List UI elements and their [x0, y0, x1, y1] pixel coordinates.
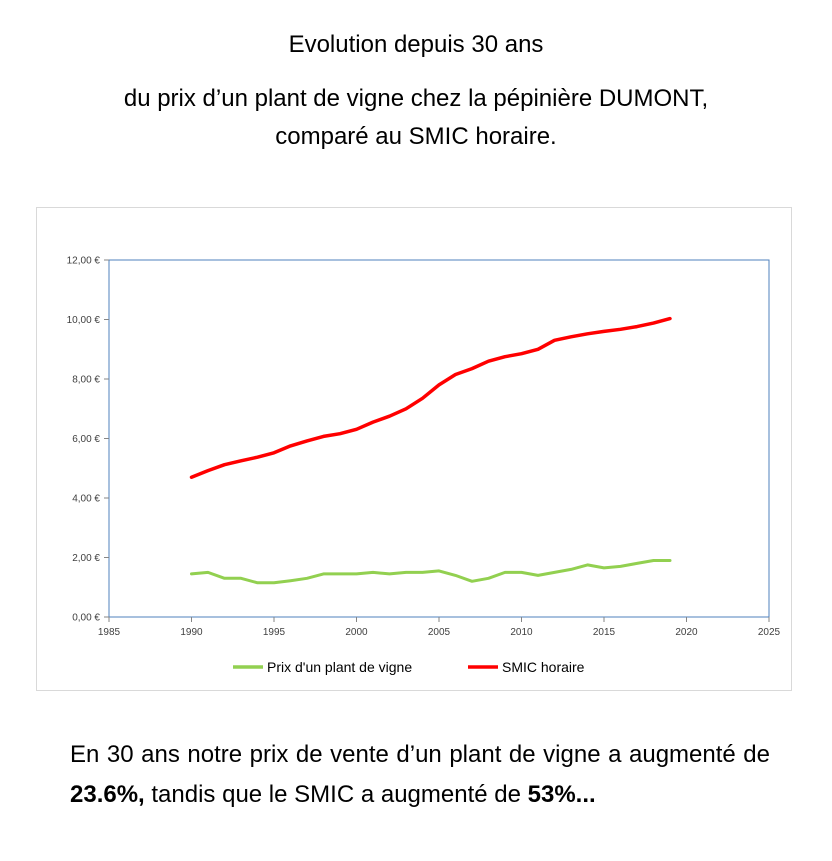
y-tick-label: 10,00 €	[67, 315, 101, 326]
summary-paragraph: En 30 ans notre prix de vente d’un plant…	[70, 735, 770, 815]
y-tick-label: 4,00 €	[72, 494, 100, 505]
y-tick-label: 12,00 €	[67, 256, 101, 267]
x-tick-label: 2005	[428, 627, 451, 638]
chart-heading-line-3: comparé au SMIC horaire.	[275, 123, 557, 150]
series-line-smic	[189, 316, 672, 479]
chart-heading-line-2: du prix d’un plant de vigne chez la pépi…	[123, 85, 709, 112]
summary-highlight-vine-price: 23.6%,	[70, 781, 145, 808]
x-tick-label: 1990	[180, 627, 203, 638]
plot-area	[108, 259, 770, 618]
summary-text-1: En 30 ans notre prix de vente d’un plant…	[70, 741, 770, 768]
y-tick-label: 0,00 €	[72, 613, 100, 624]
x-tick-label: 1985	[98, 627, 121, 638]
x-tick-label: 1995	[263, 627, 286, 638]
y-tick-label: 8,00 €	[72, 375, 100, 386]
y-tick-label: 2,00 €	[72, 553, 100, 564]
x-tick-label: 2025	[758, 627, 781, 638]
line-chart: 0,00 € 2,00 € 4,00 € 6,00 € 8,00 € 10,00 € 12,…	[67, 256, 781, 676]
legend-label: Prix d'un plant de vigne	[267, 659, 412, 675]
chart-container: 0,00 € 2,00 € 4,00 € 6,00 € 8,00 € 10,00 € 12,…	[36, 207, 792, 691]
x-tick-label: 2000	[345, 627, 368, 638]
series-line-vine-price	[190, 559, 672, 585]
summary-highlight-smic: 53%...	[527, 781, 596, 808]
x-tick-label: 2010	[510, 627, 533, 638]
y-tick-label: 6,00 €	[72, 434, 100, 445]
legend-label: SMIC horaire	[502, 659, 585, 675]
chart-heading-line-1: Evolution depuis 30 ans	[288, 31, 544, 58]
x-tick-label: 2020	[675, 627, 698, 638]
x-tick-label: 2015	[593, 627, 616, 638]
summary-text-2: tandis que le SMIC a augmenté de	[144, 781, 528, 808]
